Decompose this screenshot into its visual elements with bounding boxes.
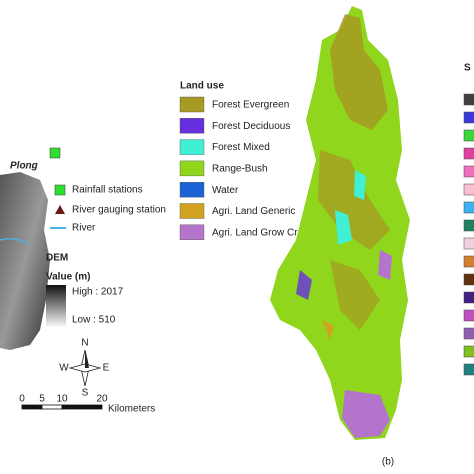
legend-swatch <box>179 203 205 219</box>
rainfall-station <box>49 147 61 159</box>
legend-label: River gauging station <box>72 205 166 216</box>
legend-label: Forest Mixed <box>212 142 270 153</box>
compass-e: E <box>103 363 110 374</box>
north-arrow <box>68 349 102 387</box>
legend-swatch <box>179 181 205 198</box>
legend-swatch <box>179 139 205 155</box>
legend-label: Agri. Land Generic <box>212 206 295 217</box>
legend-label: Forest Deciduous <box>212 121 290 132</box>
place-label: Plong <box>10 161 38 172</box>
dem-high: High : 2017 <box>72 287 124 298</box>
scale-label: 0 <box>19 394 25 405</box>
gauging-symbol <box>55 205 65 214</box>
dem-ramp <box>46 285 66 327</box>
legend-label: Range-Bush <box>212 164 268 175</box>
legend-swatch <box>179 160 205 177</box>
scale-label: 20 <box>96 394 108 405</box>
soil-swatches <box>463 93 474 376</box>
dem-low: Low : 510 <box>72 315 116 326</box>
dem-unit: Value (m) <box>46 272 90 283</box>
scale-unit: Kilometers <box>108 404 155 415</box>
compass-w: W <box>59 363 69 374</box>
land-use-map <box>270 6 410 440</box>
legend-swatch <box>179 224 205 241</box>
legend-swatch <box>179 118 205 134</box>
legend-swatch <box>179 96 205 113</box>
legend-label: Water <box>212 185 239 196</box>
scale-label: 10 <box>56 394 68 405</box>
dem-map <box>0 172 50 350</box>
legend-title: Land use <box>180 81 224 92</box>
compass-n: N <box>81 338 88 349</box>
scale-bar <box>21 404 103 410</box>
legend-label: River <box>72 223 96 234</box>
soil-title: S <box>464 63 471 74</box>
river-line <box>0 237 29 245</box>
legend-label: Rainfall stations <box>72 185 143 196</box>
panel-label: (b) <box>382 457 394 468</box>
dem-title: DEM <box>46 253 68 264</box>
legend-label: Agri. Land Grow Crop <box>212 227 309 238</box>
rainfall-symbol <box>54 184 66 196</box>
compass-s: S <box>82 388 89 399</box>
legend-label: Forest Evergreen <box>212 100 289 111</box>
scale-label: 5 <box>39 394 45 405</box>
